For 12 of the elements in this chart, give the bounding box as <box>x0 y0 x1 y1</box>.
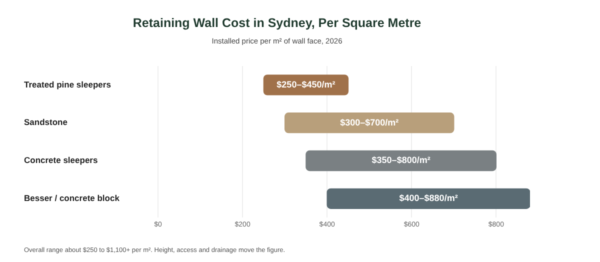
data-label: $250–$450/m² <box>276 79 336 90</box>
chart-title: Retaining Wall Cost in Sydney, Per Square Metre <box>132 16 422 30</box>
bar <box>306 150 497 172</box>
y-tick-label: Besser / concrete block <box>24 192 120 203</box>
data-label: $400–$880/m² <box>399 193 458 204</box>
data-label: $300–$700/m² <box>340 117 399 128</box>
y-tick-label: Sandstone <box>24 117 68 128</box>
data-label: $350–$800/m² <box>372 155 430 166</box>
y-tick-label: Treated pine sleepers <box>24 79 112 90</box>
bar <box>284 112 454 134</box>
bar <box>326 188 530 209</box>
y-tick-label: Concrete sleepers <box>24 155 98 166</box>
